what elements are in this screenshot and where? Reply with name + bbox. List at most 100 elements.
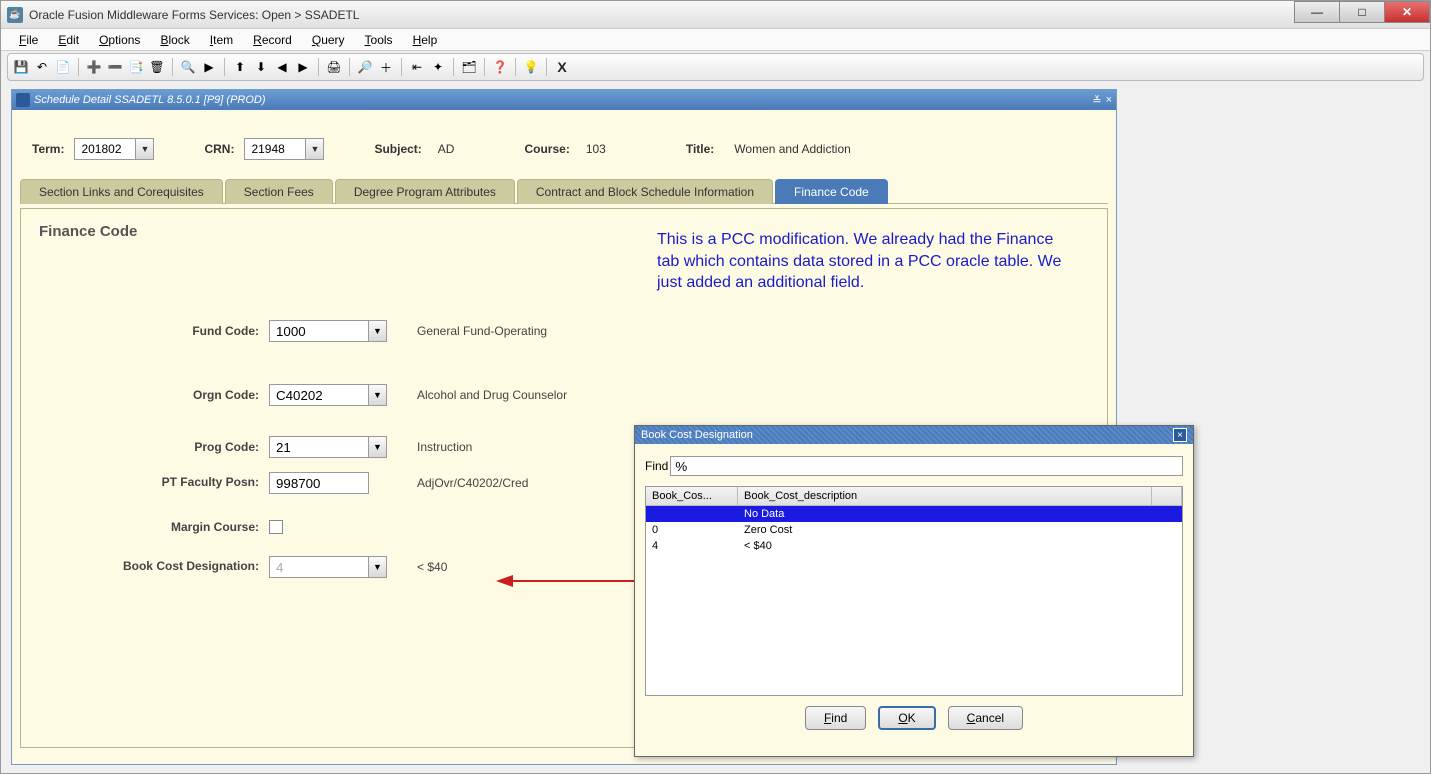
pt-faculty-label: PT Faculty Posn: — [39, 476, 269, 489]
tab-section-fees[interactable]: Section Fees — [225, 179, 333, 204]
orgn-code-input[interactable] — [269, 384, 369, 406]
menu-edit[interactable]: Edit — [50, 31, 87, 48]
next-rec-icon[interactable]: ▶ — [294, 58, 312, 76]
lov-col1-header[interactable]: Book_Cos... — [646, 487, 738, 505]
save-icon[interactable]: 💾 — [12, 58, 30, 76]
fund-code-dropdown-icon[interactable]: ▼ — [369, 320, 387, 342]
crn-input[interactable] — [244, 138, 306, 160]
lov-col3-header — [1152, 487, 1182, 505]
lov-cancel-button[interactable]: Cancel — [948, 706, 1023, 730]
lov-find-input[interactable] — [670, 456, 1183, 476]
lov-titlebar[interactable]: Book Cost Designation × — [635, 426, 1193, 444]
term-dropdown-icon[interactable]: ▼ — [136, 138, 154, 160]
next-block-icon[interactable]: ⬇ — [252, 58, 270, 76]
subject-label: Subject: — [374, 142, 421, 156]
remove-icon[interactable]: ➖ — [106, 58, 124, 76]
print-icon[interactable]: 🖨 — [325, 58, 343, 76]
menu-item[interactable]: Item — [202, 31, 241, 48]
lov-cell-code: 0 — [646, 522, 738, 538]
close-button[interactable]: ✕ — [1384, 1, 1430, 23]
rollback-icon[interactable]: ↶ — [33, 58, 51, 76]
bulb-icon[interactable]: 💡 — [522, 58, 540, 76]
tabstrip: Section Links and Corequisites Section F… — [20, 178, 1108, 204]
fund-code-input[interactable] — [269, 320, 369, 342]
tree-icon[interactable]: 🗂 — [460, 58, 478, 76]
orgn-code-dropdown-icon[interactable]: ▼ — [369, 384, 387, 406]
exit-icon[interactable]: X — [553, 58, 571, 76]
lov-col2-header[interactable]: Book_Cost_description — [738, 487, 1152, 505]
lov-ok-button[interactable]: OK — [878, 706, 935, 730]
margin-course-checkbox[interactable] — [269, 520, 283, 534]
crn-dropdown-icon[interactable]: ▼ — [306, 138, 324, 160]
lov-find-row: Find — [645, 456, 1183, 476]
term-input[interactable] — [74, 138, 136, 160]
toolbar-separator — [401, 58, 402, 76]
clear-icon[interactable]: 🗑 — [148, 58, 166, 76]
book-cost-input[interactable] — [269, 556, 369, 578]
course-label: Course: — [524, 142, 569, 156]
margin-course-label: Margin Course: — [39, 520, 269, 534]
lov-cell-code: 4 — [646, 538, 738, 554]
lov-row[interactable]: 4 < $40 — [646, 538, 1182, 554]
forms-minimize-icon[interactable]: ≚ — [1092, 94, 1101, 107]
application-window: ☕ Oracle Fusion Middleware Forms Service… — [0, 0, 1431, 774]
lov-title-text: Book Cost Designation — [641, 429, 753, 441]
help-icon[interactable]: ❓ — [491, 58, 509, 76]
prev-block-icon[interactable]: ⬆ — [231, 58, 249, 76]
prev-rec-icon[interactable]: ◀ — [273, 58, 291, 76]
window-controls: — □ ✕ — [1295, 1, 1430, 23]
book-cost-label: Book Cost Designation: — [39, 560, 269, 573]
tab-contract-block[interactable]: Contract and Block Schedule Information — [517, 179, 773, 204]
lov-cell-desc: Zero Cost — [738, 522, 1182, 538]
lov-row[interactable]: No Data — [646, 506, 1182, 522]
course-value: 103 — [586, 142, 606, 156]
lov-find-button[interactable]: Find — [805, 706, 866, 730]
menu-tools[interactable]: Tools — [357, 31, 401, 48]
toolbar-separator — [349, 58, 350, 76]
pt-faculty-desc: AdjOvr/C40202/Cred — [417, 476, 528, 490]
duplicate-icon[interactable]: 📑 — [127, 58, 145, 76]
lov-row[interactable]: 0 Zero Cost — [646, 522, 1182, 538]
lov-find-label: Find — [645, 459, 668, 473]
toolbar-separator — [453, 58, 454, 76]
forms-titlebar[interactable]: Schedule Detail SSADETL 8.5.0.1 [P9] (PR… — [12, 90, 1116, 110]
zoom-icon[interactable]: 🔎 — [356, 58, 374, 76]
add-icon[interactable]: ＋ — [377, 58, 395, 76]
java-icon: ☕ — [7, 7, 23, 23]
select-icon[interactable]: 📄 — [54, 58, 72, 76]
execute-query-icon[interactable]: ▶ — [200, 58, 218, 76]
toolbar-separator — [484, 58, 485, 76]
forms-close-icon[interactable]: × — [1106, 94, 1112, 107]
prog-code-dropdown-icon[interactable]: ▼ — [369, 436, 387, 458]
toolbar-separator — [172, 58, 173, 76]
maximize-button[interactable]: □ — [1339, 1, 1385, 23]
enter-query-icon[interactable]: 🔍 — [179, 58, 197, 76]
insert-icon[interactable]: ➕ — [85, 58, 103, 76]
term-label: Term: — [32, 142, 64, 156]
menu-options[interactable]: Options — [91, 31, 148, 48]
toolbar-separator — [318, 58, 319, 76]
lov-cell-desc: < $40 — [738, 538, 1182, 554]
tab-finance-code[interactable]: Finance Code — [775, 179, 888, 204]
nav-icon[interactable]: ⇤ — [408, 58, 426, 76]
tab-degree-attributes[interactable]: Degree Program Attributes — [335, 179, 515, 204]
toolbar-separator — [224, 58, 225, 76]
menu-file[interactable]: File — [11, 31, 46, 48]
menu-record[interactable]: Record — [245, 31, 300, 48]
window-title: Oracle Fusion Middleware Forms Services:… — [29, 8, 359, 22]
minimize-button[interactable]: — — [1294, 1, 1340, 23]
prog-code-label: Prog Code: — [39, 440, 269, 454]
menu-block[interactable]: Block — [152, 31, 197, 48]
pt-faculty-input[interactable] — [269, 472, 369, 494]
menu-help[interactable]: Help — [405, 31, 446, 48]
lov-close-icon[interactable]: × — [1173, 428, 1187, 442]
lov-body: Find Book_Cos... Book_Cost_description N… — [635, 444, 1193, 738]
book-cost-dropdown-icon[interactable]: ▼ — [369, 556, 387, 578]
forms-title: Schedule Detail SSADETL 8.5.0.1 [P9] (PR… — [34, 94, 266, 106]
prog-code-input[interactable] — [269, 436, 369, 458]
menu-query[interactable]: Query — [304, 31, 353, 48]
compass-icon[interactable]: ✦ — [429, 58, 447, 76]
toolbar-separator — [78, 58, 79, 76]
outer-titlebar[interactable]: ☕ Oracle Fusion Middleware Forms Service… — [1, 1, 1430, 29]
tab-section-links[interactable]: Section Links and Corequisites — [20, 179, 223, 204]
